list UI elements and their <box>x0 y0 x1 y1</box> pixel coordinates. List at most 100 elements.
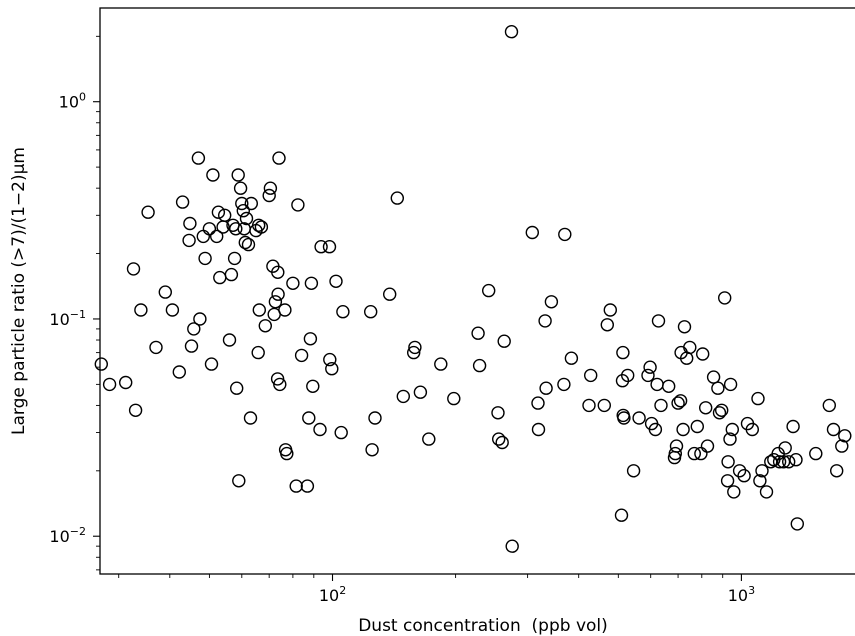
data-point <box>732 464 747 478</box>
data-point <box>751 391 765 406</box>
data-point <box>482 283 496 298</box>
data-point <box>504 25 519 39</box>
data-point <box>193 312 207 326</box>
data-point <box>243 411 258 425</box>
data-point <box>364 305 378 319</box>
data-point <box>600 318 614 332</box>
data-point <box>694 446 708 461</box>
data-point <box>238 235 253 250</box>
data-point <box>753 474 767 488</box>
data-point <box>525 225 539 240</box>
data-point <box>772 455 787 469</box>
data-point <box>696 347 710 361</box>
data-point <box>711 381 725 395</box>
data-point <box>262 188 276 203</box>
data-point <box>286 276 300 290</box>
data-point <box>365 443 379 457</box>
data-point <box>582 398 596 413</box>
data-point <box>648 422 663 437</box>
data-point <box>538 314 552 328</box>
data-point <box>434 357 448 371</box>
data-point <box>390 191 404 205</box>
data-point <box>776 455 791 469</box>
data-point <box>213 270 227 285</box>
data-point <box>239 211 254 226</box>
plot-area-frame <box>99 7 855 575</box>
data-point <box>273 377 287 392</box>
data-point <box>651 314 666 328</box>
data-point <box>236 203 251 218</box>
data-point <box>715 403 729 417</box>
y-tick-label: 10−1 <box>49 308 86 329</box>
data-point <box>835 439 849 453</box>
data-point <box>227 251 242 266</box>
data-point <box>564 351 579 365</box>
data-point <box>149 340 163 355</box>
data-point <box>244 196 259 211</box>
data-point <box>235 196 249 211</box>
data-point <box>94 357 109 371</box>
data-point <box>778 441 792 455</box>
data-point <box>603 303 617 317</box>
data-point <box>782 455 796 469</box>
data-point <box>759 485 774 499</box>
data-point <box>683 340 697 355</box>
data-point <box>336 305 350 319</box>
data-point <box>822 398 836 413</box>
data-point <box>597 398 611 413</box>
data-point <box>668 446 682 461</box>
data-point <box>224 267 239 282</box>
data-point <box>721 455 735 469</box>
data-point <box>755 464 769 478</box>
data-point <box>626 464 641 478</box>
data-point <box>396 389 410 404</box>
data-point <box>617 411 631 425</box>
data-point <box>700 439 715 453</box>
data-point <box>268 295 283 309</box>
data-point <box>126 262 141 276</box>
data-point <box>241 237 256 252</box>
data-point <box>325 362 339 376</box>
data-point <box>492 432 506 446</box>
data-point <box>211 205 226 219</box>
data-point <box>329 274 343 288</box>
data-point <box>505 539 519 553</box>
data-point <box>497 334 511 348</box>
data-point <box>706 370 721 384</box>
data-point <box>447 391 461 406</box>
data-point <box>723 432 737 446</box>
data-point <box>614 508 629 522</box>
data-point <box>306 379 320 393</box>
data-point <box>158 285 173 299</box>
x-axis-ticks: 102 103 <box>118 574 755 605</box>
data-point <box>616 345 630 360</box>
data-point <box>202 222 217 236</box>
data-point <box>413 385 428 399</box>
data-point <box>209 229 224 244</box>
data-point <box>650 377 664 392</box>
data-point <box>291 198 305 212</box>
data-point <box>272 151 286 165</box>
data-point <box>229 381 244 395</box>
data-point <box>182 233 196 248</box>
data-point <box>838 429 852 443</box>
data-point <box>790 517 804 531</box>
data-point <box>745 422 759 437</box>
data-point <box>690 419 704 434</box>
data-point <box>643 360 657 374</box>
data-point <box>654 398 668 413</box>
data-point <box>383 287 397 301</box>
data-point <box>128 403 143 417</box>
data-point <box>280 446 294 461</box>
data-point <box>632 411 646 425</box>
data-point <box>278 303 292 317</box>
data-point <box>725 422 739 437</box>
y-axis-ticks: 10−2 10−1 100 <box>49 35 100 571</box>
data-point <box>830 464 844 478</box>
data-point <box>422 432 436 446</box>
data-points <box>94 25 852 553</box>
data-point <box>303 332 318 346</box>
data-point <box>252 303 266 317</box>
data-point <box>222 333 237 347</box>
